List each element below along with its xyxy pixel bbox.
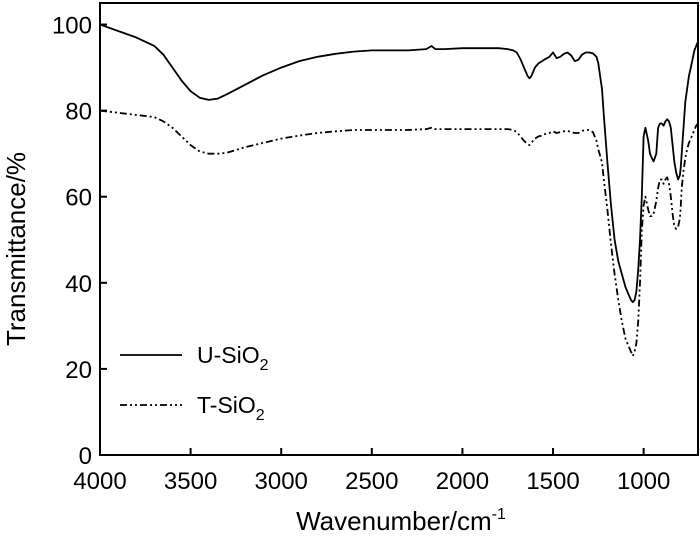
y-tick-label: 0 bbox=[79, 443, 92, 470]
y-tick-label: 40 bbox=[65, 271, 92, 298]
y-tick-label: 60 bbox=[65, 185, 92, 212]
legend-label-1: U-SiO2 bbox=[197, 342, 269, 374]
x-tick-label: 2500 bbox=[345, 468, 398, 495]
legend-label-2: T-SiO2 bbox=[197, 392, 265, 424]
x-axis-label-superscript: -1 bbox=[492, 506, 506, 523]
x-tick-label: 3500 bbox=[164, 468, 217, 495]
y-tick-label: 20 bbox=[65, 357, 92, 384]
x-tick-label: 1000 bbox=[617, 468, 670, 495]
legend-label-text: U-SiO bbox=[197, 342, 260, 368]
legend-label-subscript: 2 bbox=[260, 357, 269, 374]
series-layer bbox=[99, 23, 699, 357]
x-tick-label: 2000 bbox=[436, 468, 489, 495]
ticks-layer: 4000 3500 3000 2500 2000 1500 1000 0 20 40 60 80 100 bbox=[52, 13, 670, 495]
legend-label-subscript: 2 bbox=[256, 407, 265, 424]
x-tick-label: 3000 bbox=[255, 468, 308, 495]
series-line-2 bbox=[99, 109, 699, 357]
plot-frame bbox=[99, 2, 699, 456]
series-line-1 bbox=[99, 23, 699, 304]
y-axis-label: Transmittance/% bbox=[1, 152, 31, 346]
x-axis-label-text: Wavenumber/cm bbox=[296, 506, 492, 536]
legend-label-text: T-SiO bbox=[197, 392, 256, 418]
y-tick-label: 100 bbox=[52, 13, 92, 40]
x-tick-label: 4000 bbox=[73, 468, 126, 495]
x-axis-label: Wavenumber/cm-1 bbox=[296, 506, 506, 536]
x-tick-label: 1500 bbox=[526, 468, 579, 495]
y-tick-label: 80 bbox=[65, 99, 92, 126]
